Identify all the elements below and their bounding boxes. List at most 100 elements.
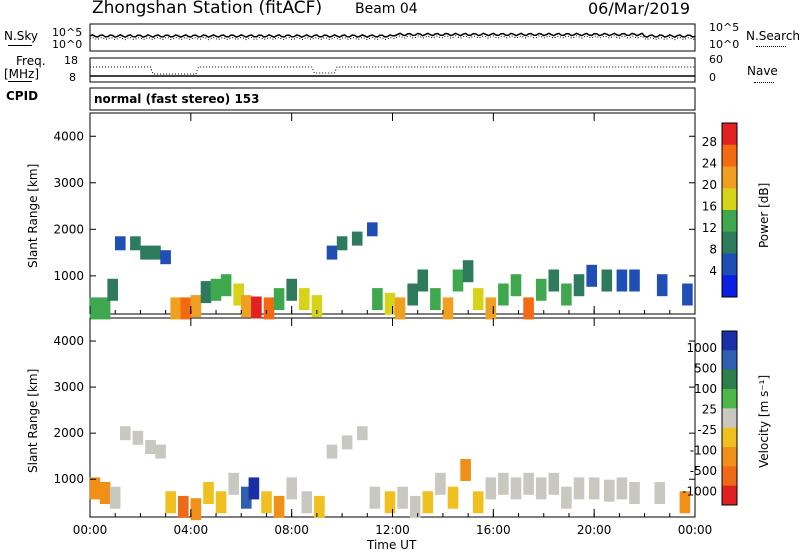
velocity-colorbar-swatch: [722, 408, 737, 429]
velocity-cell: [535, 477, 547, 500]
beam-label: Beam 04: [355, 1, 418, 17]
nsky-line: [89, 32, 696, 39]
power-cell: [498, 283, 509, 306]
velocity-cell: [548, 472, 560, 495]
velocity-cell: [679, 491, 691, 514]
power-cell: [107, 278, 118, 301]
power-cell: [200, 281, 212, 304]
velocity-cell: [369, 486, 381, 509]
velocity-cell: [261, 491, 272, 514]
cpid-text: normal (fast stereo) 153: [94, 92, 260, 106]
velocity-cell: [120, 426, 131, 441]
power-cell: [115, 236, 126, 251]
xtick-label: 00:00: [73, 523, 108, 537]
freq-label: Freq.: [16, 54, 46, 68]
nave-legend-line: [754, 82, 774, 83]
velocity-colorbar-tick-label: 500: [694, 362, 717, 376]
power-cell: [462, 260, 474, 283]
nave-line: [90, 66, 695, 75]
velocity-cell: [460, 459, 471, 481]
xtick-label: 08:00: [274, 523, 309, 537]
velocity-colorbar-swatch: [722, 485, 737, 506]
velocity-cell: [523, 472, 534, 495]
velocity-cell: [109, 486, 121, 509]
xtick-label: 12:00: [375, 523, 410, 537]
nsky-label: N.Sky: [4, 29, 39, 43]
xaxis-label: Time UT: [367, 538, 417, 552]
velocity-colorbar-swatch: [722, 466, 737, 487]
velocity-colorbar-swatch: [722, 447, 737, 467]
freq-panel-frame: [89, 57, 696, 83]
power-cell: [273, 288, 285, 311]
nsearch-label: N.Search: [746, 29, 800, 43]
nsky-legend-line: [8, 45, 32, 46]
xtick-label: 04:00: [174, 523, 209, 537]
velocity-cell: [573, 477, 585, 500]
power-cell: [548, 269, 560, 292]
power-cell: [233, 283, 244, 306]
power-colorbar-swatch: [722, 253, 737, 276]
power-cell: [417, 269, 429, 292]
nave-tick-top: 60: [709, 53, 723, 66]
power-cell: [170, 297, 181, 320]
power-cell: [485, 297, 497, 320]
velocity-colorbar-frame: [721, 330, 738, 506]
power-cell: [384, 292, 396, 315]
velocity-cell: [409, 495, 421, 518]
power-cell: [220, 274, 232, 297]
velocity-colorbar-swatch: [722, 427, 737, 448]
velocity-cell: [228, 472, 239, 495]
power-colorbar-tick-label: 12: [702, 221, 717, 235]
velocity-cell: [588, 477, 600, 500]
velocity-cell: [165, 491, 176, 514]
xtick-label: 00:00: [678, 523, 713, 537]
velocity-cell: [241, 486, 252, 509]
power-cell: [535, 278, 547, 301]
velocity-cell: [314, 495, 325, 518]
power-colorbar-swatch: [722, 188, 737, 211]
plot-title: Zhongshan Station (fitACF): [92, 0, 323, 18]
power-cell: [656, 274, 668, 297]
power-cell: [286, 278, 297, 301]
power-cell: [452, 269, 464, 292]
velocity-cell: [190, 498, 202, 521]
nsearch-tick-top: 10^5: [709, 21, 740, 34]
velocity-cell: [341, 435, 353, 450]
velocity-cell: [604, 479, 615, 502]
power-ytick-label: 4000: [53, 129, 84, 143]
velocity-cell: [178, 495, 189, 518]
power-colorbar-tick-label: 8: [709, 243, 717, 257]
velocity-cell: [498, 472, 509, 495]
velocity-colorbar-tick-label: -500: [690, 464, 717, 478]
velocity-colorbar-tick-label: -1000: [682, 485, 717, 499]
power-colorbar-swatch: [722, 144, 737, 167]
velocity-cell: [447, 486, 459, 509]
power-cell: [586, 264, 597, 287]
power-cell: [336, 236, 348, 251]
nsky-tick-top: 10^5: [52, 26, 83, 39]
power-colorbar-tick-label: 28: [702, 135, 717, 149]
nave-label: Nave: [747, 64, 778, 78]
velocity-cell: [654, 482, 665, 504]
power-cell: [442, 297, 454, 320]
velocity-colorbar-tick-label: -25: [697, 423, 717, 437]
nsky-tick-bottom: 10^0: [52, 38, 83, 51]
nsearch-tick-bottom: 10^0: [709, 38, 740, 51]
power-cell: [394, 297, 406, 320]
velocity-ytick-label: 2000: [53, 426, 84, 440]
power-colorbar-tick-label: 24: [702, 157, 717, 171]
power-cell: [89, 297, 101, 320]
freq-tick-bottom: 8: [69, 71, 76, 84]
velocity-cell: [286, 477, 297, 500]
power-cell: [190, 295, 202, 318]
velocity-cell: [616, 477, 628, 500]
power-cell: [263, 297, 275, 320]
xtick-label: 16:00: [476, 523, 511, 537]
power-cell: [241, 295, 252, 318]
velocity-colorbar-tick-label: 25: [702, 403, 717, 417]
freq-unit: [MHz]: [4, 67, 40, 81]
power-cell: [430, 288, 441, 311]
power-colorbar-tick-label: 20: [702, 178, 717, 192]
xtick-label: 20:00: [577, 523, 612, 537]
power-colorbar-swatch: [722, 166, 737, 189]
